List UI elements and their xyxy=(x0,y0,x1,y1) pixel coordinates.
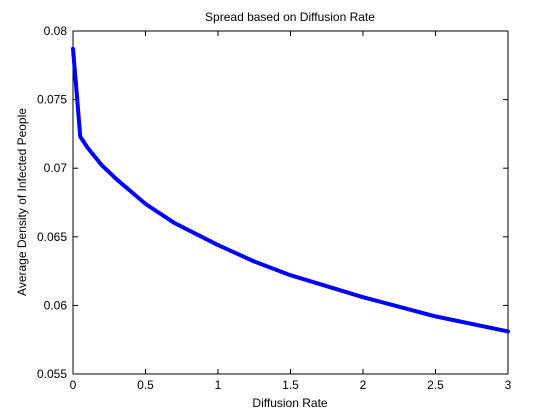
y-axis-label: Average Density of Infected People xyxy=(15,108,29,296)
chart-title: Spread based on Diffusion Rate xyxy=(205,10,375,24)
y-tick-label: 0.075 xyxy=(37,93,67,107)
x-tick-label: 1 xyxy=(215,378,222,392)
series-line xyxy=(71,46,510,334)
x-axis-label: Diffusion Rate xyxy=(252,396,327,410)
y-tick-label: 0.06 xyxy=(44,298,68,312)
y-tick-label: 0.07 xyxy=(44,161,68,175)
y-axis-ticks: 0.055 0.06 0.065 0.07 0.075 0.08 xyxy=(37,24,508,381)
x-tick-label: 0.5 xyxy=(137,378,154,392)
y-tick-label: 0.08 xyxy=(44,24,68,38)
series-layer xyxy=(71,46,510,334)
y-tick-label: 0.065 xyxy=(37,230,67,244)
x-tick-label: 2.5 xyxy=(427,378,444,392)
x-tick-label: 1.5 xyxy=(282,378,299,392)
x-axis-ticks: 0 0.5 1 1.5 2 2.5 3 xyxy=(70,31,512,392)
x-tick-label: 0 xyxy=(70,378,77,392)
x-tick-label: 3 xyxy=(505,378,512,392)
y-tick-label: 0.055 xyxy=(37,367,67,381)
x-tick-label: 2 xyxy=(360,378,367,392)
